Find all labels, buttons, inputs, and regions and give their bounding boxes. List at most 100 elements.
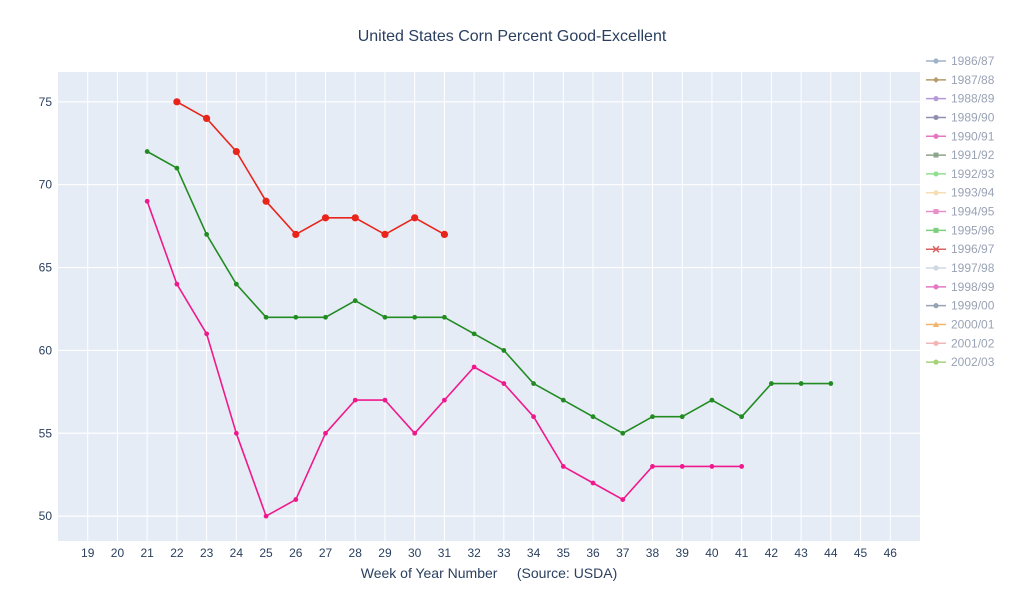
data-point-pink[interactable]	[590, 480, 596, 486]
data-point-pink[interactable]	[412, 430, 418, 436]
legend-item[interactable]: 1990/91	[926, 129, 995, 143]
legend-item[interactable]: 1987/88	[926, 73, 995, 87]
legend-item[interactable]: 1986/87	[926, 54, 995, 68]
data-point-pink[interactable]	[650, 464, 655, 469]
y-tick-label: 60	[39, 343, 53, 357]
data-point-green[interactable]	[620, 430, 626, 436]
legend-item[interactable]: 1997/98	[926, 261, 995, 275]
data-point-green[interactable]	[531, 381, 536, 386]
data-point-green[interactable]	[442, 314, 447, 320]
legend-item[interactable]: 1989/90	[926, 110, 995, 124]
data-point-red[interactable]	[321, 214, 330, 222]
data-point-green[interactable]	[174, 165, 180, 171]
legend-item[interactable]: 1995/96	[926, 223, 995, 237]
x-tick-label: 32	[467, 546, 481, 560]
data-point-pink[interactable]	[204, 331, 210, 337]
data-point-green[interactable]	[650, 414, 655, 420]
legend-marker	[933, 171, 939, 177]
data-point-red[interactable]	[292, 230, 300, 239]
data-point-pink[interactable]	[233, 430, 239, 436]
legend-item[interactable]: 1992/93	[926, 167, 995, 181]
series-line-red	[176, 101, 445, 236]
data-point-green[interactable]	[382, 314, 388, 320]
x-tick-label: 44	[824, 546, 838, 560]
x-tick-label: 23	[200, 546, 214, 560]
data-point-green[interactable]	[709, 397, 715, 403]
data-point-green[interactable]	[560, 397, 566, 403]
data-point-red[interactable]	[381, 230, 389, 239]
data-point-green[interactable]	[471, 331, 477, 337]
legend-item[interactable]: 1991/92	[926, 148, 995, 162]
data-point-pink[interactable]	[560, 464, 566, 469]
data-point-pink[interactable]	[263, 513, 269, 519]
data-point-red[interactable]	[262, 197, 270, 205]
data-point-green[interactable]	[263, 314, 269, 320]
data-point-pink[interactable]	[174, 281, 180, 287]
x-tick-label: 33	[497, 546, 511, 560]
x-tick-label: 35	[557, 546, 571, 560]
legend-item[interactable]: 1988/89	[926, 92, 995, 106]
legend-label: 1994/95	[951, 205, 995, 219]
legend-item[interactable]: 2000/01	[926, 317, 995, 331]
data-point-green[interactable]	[352, 298, 358, 304]
data-point-pink[interactable]	[739, 464, 745, 469]
data-point-red[interactable]	[173, 98, 181, 106]
data-point-pink[interactable]	[442, 397, 447, 403]
legend-marker	[933, 265, 939, 271]
data-point-pink[interactable]	[501, 381, 507, 386]
data-point-pink[interactable]	[293, 497, 299, 502]
legend-marker	[933, 76, 939, 83]
data-point-green[interactable]	[144, 149, 150, 154]
legend-item[interactable]: 2002/03	[926, 355, 995, 369]
legend[interactable]: 1986/87 1987/88 1988/89 1989/90 1990/91 1991/…	[926, 54, 995, 369]
data-point-green[interactable]	[768, 381, 774, 386]
data-point-green[interactable]	[412, 314, 418, 320]
data-point-red[interactable]	[203, 114, 211, 123]
x-tick-label: 39	[676, 546, 690, 560]
legend-item[interactable]: 1994/95	[926, 205, 995, 219]
data-point-pink[interactable]	[620, 497, 626, 502]
data-point-green[interactable]	[679, 414, 685, 420]
legend-label: 1990/91	[951, 129, 995, 143]
data-point-red[interactable]	[411, 214, 419, 222]
x-tick-label: 40	[705, 546, 719, 560]
data-point-green[interactable]	[323, 314, 328, 320]
y-tick-label: 55	[39, 426, 53, 440]
y-tick-label: 65	[39, 261, 53, 275]
data-point-pink[interactable]	[144, 198, 150, 204]
legend-label: 1993/94	[951, 186, 995, 200]
legend-item[interactable]: 1993/94	[926, 186, 995, 200]
data-point-green[interactable]	[590, 414, 596, 420]
legend-marker	[933, 133, 939, 139]
data-point-pink[interactable]	[471, 364, 477, 370]
data-point-pink[interactable]	[679, 464, 685, 469]
x-tick-label: 30	[408, 546, 422, 560]
data-point-green[interactable]	[204, 232, 210, 237]
legend-label: 1987/88	[951, 73, 995, 87]
data-point-red[interactable]	[440, 230, 449, 239]
data-point-pink[interactable]	[382, 397, 388, 403]
legend-label: 1997/98	[951, 261, 995, 275]
x-tick-label: 24	[230, 546, 244, 560]
x-tick-label: 27	[319, 546, 333, 560]
data-point-red[interactable]	[351, 214, 359, 222]
data-point-pink[interactable]	[323, 430, 328, 436]
data-point-green[interactable]	[739, 414, 745, 420]
x-tick-label: 22	[170, 546, 184, 560]
data-point-green[interactable]	[828, 381, 834, 386]
data-point-pink[interactable]	[709, 464, 715, 469]
data-point-pink[interactable]	[531, 414, 536, 420]
legend-item[interactable]: 1999/00	[926, 299, 995, 313]
data-point-green[interactable]	[293, 314, 299, 320]
data-point-green[interactable]	[798, 381, 804, 386]
legend-item[interactable]: 2001/02	[926, 336, 995, 350]
legend-item[interactable]: 1998/99	[926, 280, 995, 294]
data-point-red[interactable]	[232, 147, 240, 156]
legend-item[interactable]: 1996/97	[926, 242, 995, 256]
legend-label: 2001/02	[951, 336, 995, 350]
x-tick-label: 42	[765, 546, 779, 560]
data-point-green[interactable]	[501, 348, 507, 353]
plot-background	[58, 72, 920, 541]
data-point-pink[interactable]	[352, 397, 358, 403]
data-point-green[interactable]	[233, 281, 239, 287]
